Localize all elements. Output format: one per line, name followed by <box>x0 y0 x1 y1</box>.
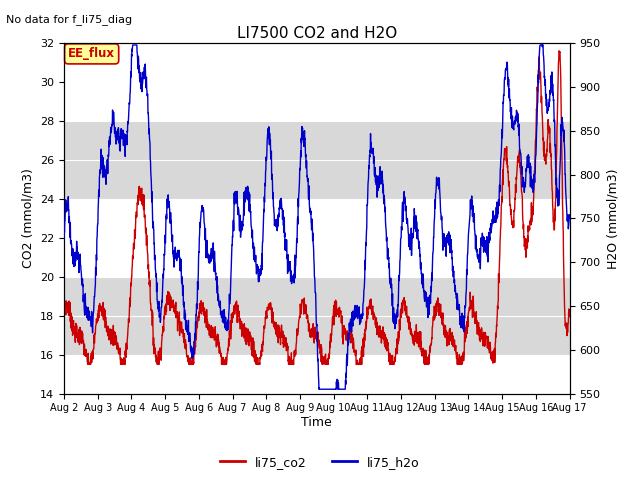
Legend: li75_co2, li75_h2o: li75_co2, li75_h2o <box>215 451 425 474</box>
Bar <box>64 121 570 199</box>
Text: No data for f_li75_diag: No data for f_li75_diag <box>6 14 132 25</box>
Y-axis label: CO2 (mmol/m3): CO2 (mmol/m3) <box>22 168 35 268</box>
X-axis label: Time: Time <box>301 416 332 429</box>
Title: LI7500 CO2 and H2O: LI7500 CO2 and H2O <box>237 25 397 41</box>
Y-axis label: H2O (mmol/m3): H2O (mmol/m3) <box>606 168 619 269</box>
Text: EE_flux: EE_flux <box>68 48 115 60</box>
Bar <box>64 277 570 355</box>
